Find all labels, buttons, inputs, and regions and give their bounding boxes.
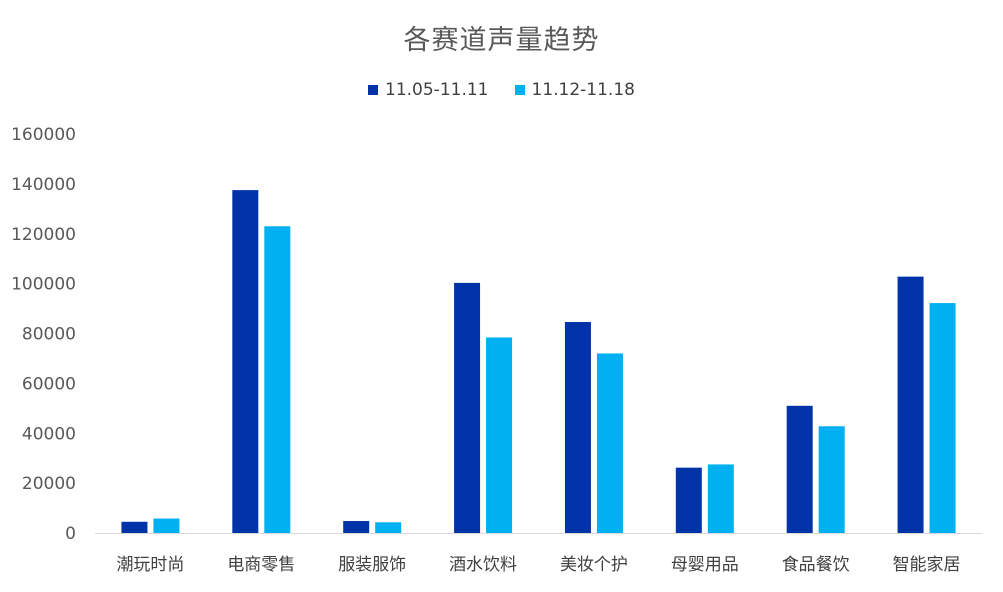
bar-series-1-4 bbox=[454, 282, 481, 533]
legend-item-series-2: 11.12-11.18 bbox=[514, 80, 635, 100]
bar-series-2-5 bbox=[596, 353, 623, 533]
y-tick-label: 100000 bbox=[11, 275, 76, 295]
bar-series-2-4 bbox=[486, 337, 513, 533]
y-tick-label: 60000 bbox=[22, 374, 76, 394]
legend-item-series-1: 11.05-11.11 bbox=[368, 80, 489, 100]
bar-series-2-3 bbox=[375, 522, 402, 533]
bar-series-1-7 bbox=[786, 405, 813, 533]
legend-label-series-2: 11.12-11.18 bbox=[531, 80, 635, 100]
legend-label-series-1: 11.05-11.11 bbox=[385, 80, 489, 100]
bar-series-2-6 bbox=[707, 464, 734, 533]
y-tick-label: 80000 bbox=[22, 325, 76, 345]
x-category-label: 智能家居 bbox=[893, 555, 961, 575]
chart-title: 各赛道声量趋势 bbox=[403, 25, 600, 56]
x-category-label: 食品餐饮 bbox=[782, 555, 850, 575]
y-tick-label: 160000 bbox=[11, 125, 76, 145]
legend-swatch-series-1 bbox=[368, 85, 379, 95]
y-tick-label: 120000 bbox=[11, 225, 76, 245]
legend-swatch-series-2 bbox=[514, 85, 525, 95]
bar-series-1-1 bbox=[121, 521, 148, 533]
bar-series-1-6 bbox=[675, 467, 702, 533]
bar-series-2-2 bbox=[264, 226, 291, 534]
bar-series-1-5 bbox=[564, 322, 591, 533]
bar-series-1-8 bbox=[897, 276, 924, 533]
x-category-label: 潮玩时尚 bbox=[116, 555, 184, 575]
y-tick-label: 0 bbox=[65, 524, 76, 544]
chart-legend: 11.05-11.11 11.12-11.18 bbox=[0, 80, 1003, 100]
bar-series-1-2 bbox=[232, 190, 259, 533]
y-tick-label: 40000 bbox=[22, 424, 76, 444]
bar-series-1-3 bbox=[343, 521, 370, 533]
x-category-label: 电商零售 bbox=[227, 555, 295, 575]
bar-series-2-8 bbox=[929, 303, 956, 533]
x-category-label: 服装服饰 bbox=[338, 555, 406, 575]
y-tick-label: 20000 bbox=[22, 474, 76, 494]
bar-series-2-1 bbox=[153, 518, 180, 533]
y-tick-label: 140000 bbox=[11, 175, 76, 195]
x-category-label: 酒水饮料 bbox=[449, 555, 517, 575]
x-category-label: 美妆个护 bbox=[560, 555, 628, 575]
bar-series-2-7 bbox=[818, 426, 845, 533]
x-category-label: 母婴用品 bbox=[671, 555, 739, 575]
